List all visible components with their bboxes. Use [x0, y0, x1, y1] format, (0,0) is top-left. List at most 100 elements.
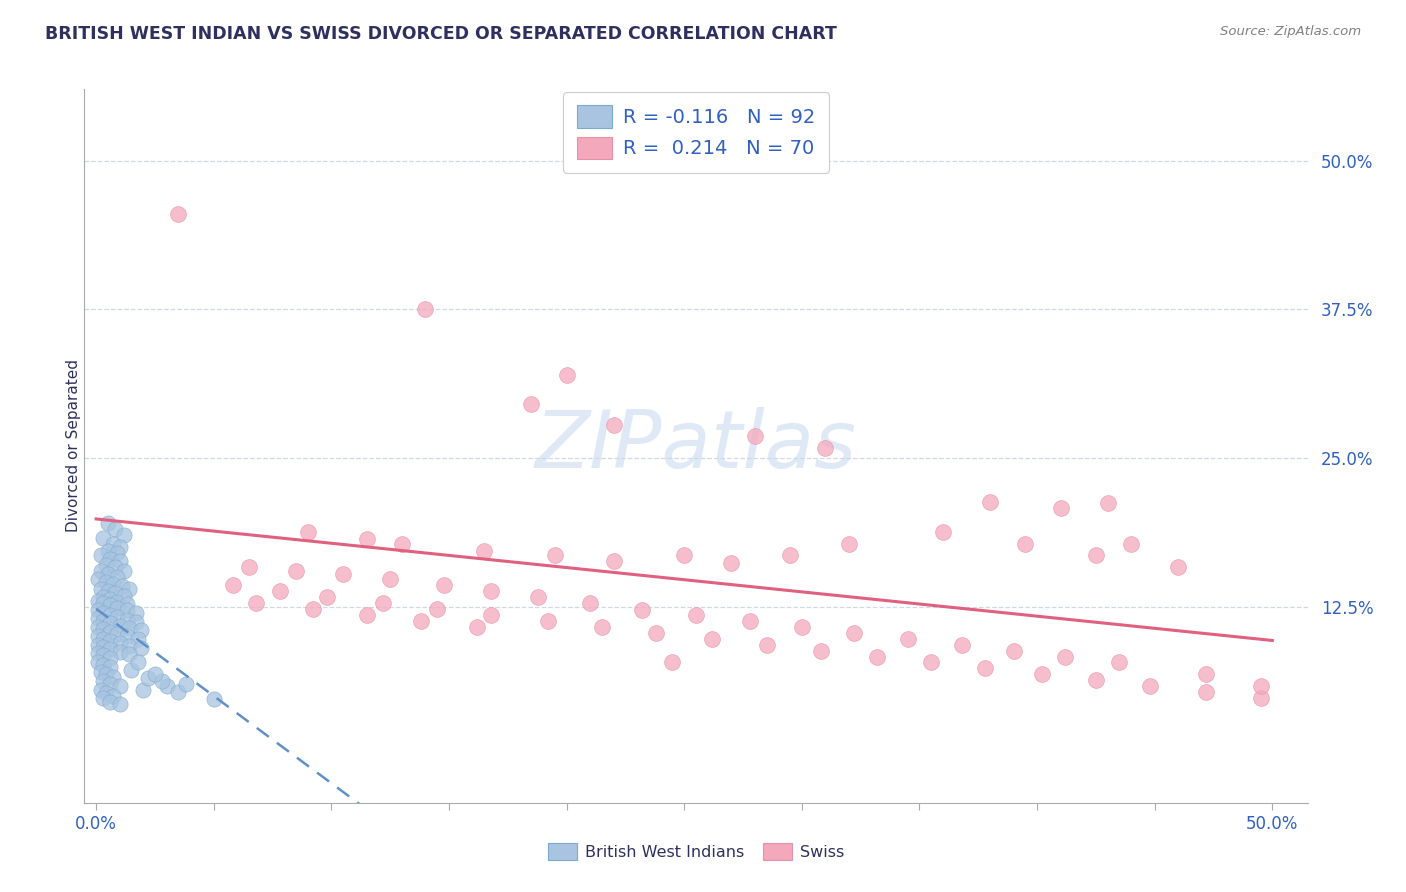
Point: [174, 677, 197, 691]
Point: [167, 685, 190, 699]
Point: [98, 634, 121, 648]
Point: [129, 624, 152, 638]
Point: [356, 532, 378, 546]
Point: [661, 656, 683, 670]
Point: [112, 589, 135, 603]
Point: [269, 584, 291, 599]
Point: [1084, 549, 1107, 563]
Point: [101, 536, 124, 550]
Point: [98, 599, 121, 613]
Point: [91, 596, 114, 610]
Point: [87, 572, 110, 586]
Point: [91, 531, 114, 545]
Point: [150, 674, 173, 689]
Point: [90, 665, 112, 679]
Point: [779, 549, 801, 563]
Point: [120, 663, 142, 677]
Point: [112, 528, 135, 542]
Point: [90, 564, 112, 578]
Point: [579, 596, 602, 610]
Point: [645, 625, 668, 640]
Point: [755, 638, 778, 652]
Point: [132, 682, 155, 697]
Point: [1049, 500, 1071, 515]
Point: [94, 686, 117, 700]
Point: [1250, 679, 1272, 693]
Point: [115, 629, 138, 643]
Point: [87, 656, 110, 670]
Point: [356, 607, 378, 622]
Point: [673, 549, 696, 563]
Point: [104, 560, 127, 574]
Point: [91, 606, 114, 620]
Point: [101, 577, 124, 591]
Point: [87, 611, 110, 625]
Point: [810, 643, 832, 657]
Point: [98, 642, 121, 657]
Point: [156, 679, 179, 693]
Point: [118, 639, 141, 653]
Point: [738, 614, 761, 628]
Point: [974, 661, 997, 675]
Point: [702, 632, 724, 646]
Point: [979, 495, 1001, 509]
Point: [866, 649, 889, 664]
Point: [91, 691, 114, 706]
Point: [98, 624, 121, 639]
Point: [108, 554, 131, 568]
Point: [98, 592, 121, 607]
Point: [87, 646, 110, 660]
Point: [105, 600, 128, 615]
Point: [91, 632, 114, 646]
Point: [91, 590, 114, 604]
Point: [105, 595, 128, 609]
Point: [91, 657, 114, 672]
Point: [433, 578, 456, 592]
Point: [118, 582, 141, 596]
Point: [167, 207, 190, 221]
Point: [104, 586, 127, 600]
Point: [838, 536, 860, 550]
Point: [98, 552, 121, 566]
Point: [108, 618, 131, 632]
Point: [98, 695, 121, 709]
Text: ZIPatlas: ZIPatlas: [534, 407, 858, 485]
Point: [97, 543, 120, 558]
Point: [380, 572, 402, 586]
Point: [591, 620, 613, 634]
Point: [744, 429, 766, 443]
Point: [143, 667, 166, 681]
Point: [371, 596, 394, 610]
Point: [1097, 496, 1119, 510]
Point: [129, 641, 152, 656]
Point: [94, 558, 117, 572]
Point: [98, 660, 121, 674]
Point: [1054, 649, 1077, 664]
Point: [87, 603, 110, 617]
Point: [1121, 536, 1143, 550]
Point: [202, 692, 225, 706]
Point: [1014, 536, 1036, 550]
Point: [108, 645, 131, 659]
Point: [115, 613, 138, 627]
Point: [537, 614, 560, 628]
Point: [91, 614, 114, 628]
Point: [472, 543, 495, 558]
Point: [105, 610, 128, 624]
Point: [920, 656, 942, 670]
Point: [136, 671, 159, 685]
Point: [245, 596, 267, 610]
Point: [685, 607, 707, 622]
Point: [98, 650, 121, 665]
Point: [520, 397, 543, 411]
Point: [1031, 667, 1053, 681]
Point: [112, 564, 135, 578]
Point: [115, 603, 138, 617]
Point: [97, 567, 120, 582]
Point: [98, 607, 121, 622]
Point: [1195, 685, 1218, 699]
Point: [90, 682, 112, 697]
Point: [897, 632, 920, 646]
Text: BRITISH WEST INDIAN VS SWISS DIVORCED OR SEPARATED CORRELATION CHART: BRITISH WEST INDIAN VS SWISS DIVORCED OR…: [45, 25, 837, 43]
Point: [108, 697, 131, 711]
